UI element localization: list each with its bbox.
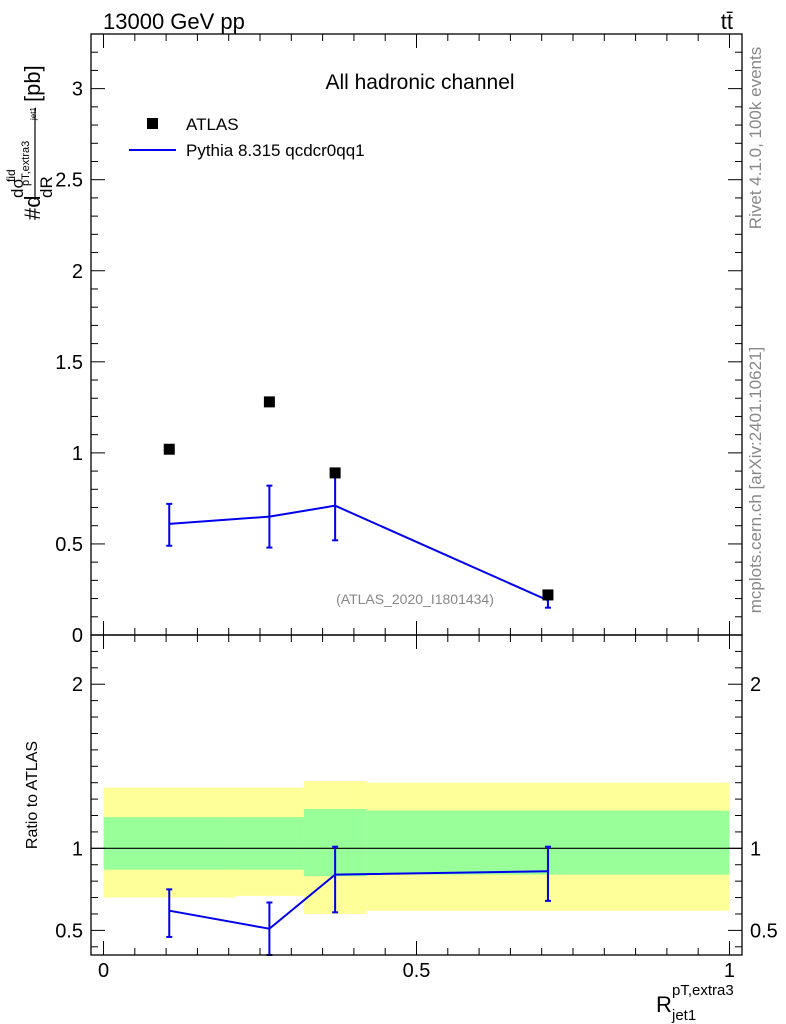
xlabel-sup: pT,extra3 <box>672 982 734 999</box>
ratio-data-layer <box>166 845 551 956</box>
xlabel-sub: jet1 <box>671 1007 696 1024</box>
ratio-ytick-label-right: 0.5 <box>750 920 778 942</box>
mcplots-label: mcplots.cern.ch [arXiv:2401.10621] <box>746 347 765 613</box>
main-ytick-label: 0 <box>72 625 83 647</box>
ratio-xtick-label: 0.5 <box>403 960 431 982</box>
header-process-label: tt̄ <box>721 9 733 34</box>
ratio-uncertainty-bands <box>103 781 730 914</box>
legend-pythia-label: Pythia 8.315 qcdcr0qq1 <box>186 141 365 160</box>
main-ytick-label: 1 <box>72 443 83 465</box>
ratio-ytick-label-right: 2 <box>750 674 761 696</box>
header-collision-label: 13000 GeV pp <box>103 9 245 34</box>
atlas-point <box>163 443 175 455</box>
ratio-band-inner <box>103 817 235 870</box>
main-ytick-label: 1.5 <box>55 352 83 374</box>
main-ytick-label: 0.5 <box>55 534 83 556</box>
main-title: All hadronic channel <box>325 71 514 94</box>
ratio-ytick-label-right: 1 <box>750 838 761 860</box>
main-axis-ticks <box>91 33 742 636</box>
main-data-layer <box>163 396 554 609</box>
legend: ATLAS Pythia 8.315 qcdcr0qq1 <box>129 115 365 160</box>
ratio-ytick-label-left: 0.5 <box>55 920 83 942</box>
legend-atlas-marker <box>147 118 158 129</box>
ratio-xtick-labels: 0 0.5 1 <box>98 960 735 982</box>
ratio-panel: 0.5 0.51 12 2 0 0.5 1 Ratio to ATLAS R pT,ext… <box>24 634 778 1024</box>
ratio-ytick-labels: 0.5 0.5 1 1 2 2 <box>55 674 778 942</box>
main-ytick-label: 3 <box>72 79 83 101</box>
xlabel-main: R <box>656 992 672 1017</box>
ratio-ytick-label-left: 2 <box>72 674 83 696</box>
ratio-xtick-label: 1 <box>724 960 735 982</box>
atlas-point <box>542 589 554 601</box>
ylabel-sup: fid <box>4 169 18 182</box>
ratio-band-inner <box>234 817 304 870</box>
main-panel: 0 0.5 1 1.5 2 2.5 3 All hadronic channel (ATLA… <box>4 33 743 647</box>
legend-atlas-label: ATLAS <box>186 115 239 134</box>
ratio-ylabel: Ratio to ATLAS <box>24 741 41 849</box>
ratio-line <box>169 870 548 930</box>
atlas-point <box>263 396 275 408</box>
rivet-version-label: Rivet 4.1.0, 100k events <box>746 47 765 229</box>
ylabel-sub: pT,extra3 <box>20 141 32 186</box>
pythia-line <box>169 504 549 602</box>
ylabel-units: [pb] <box>20 65 45 102</box>
ylabel-denominator: dR <box>37 176 56 198</box>
ratio-xtick-label: 0 <box>98 960 109 982</box>
main-ytick-labels: 0 0.5 1 1.5 2 2.5 3 <box>55 79 83 647</box>
ratio-ytick-label-left: 1 <box>72 838 83 860</box>
ratio-frame <box>90 634 743 956</box>
ylabel-prefix: #d <box>20 196 45 220</box>
ylabel-subsub: jet1 <box>29 107 38 121</box>
ylabel-numerator: dσ <box>8 178 27 198</box>
main-ylabel: #d dσ fid pT,extra3 jet1 dR [pb] <box>4 65 56 220</box>
ratio-xlabel: R pT,extra3 jet1 <box>656 982 734 1024</box>
main-ytick-label: 2 <box>72 261 83 283</box>
main-ytick-label: 2.5 <box>55 170 83 192</box>
analysis-watermark: (ATLAS_2020_I1801434) <box>336 591 494 607</box>
atlas-point <box>329 467 341 479</box>
